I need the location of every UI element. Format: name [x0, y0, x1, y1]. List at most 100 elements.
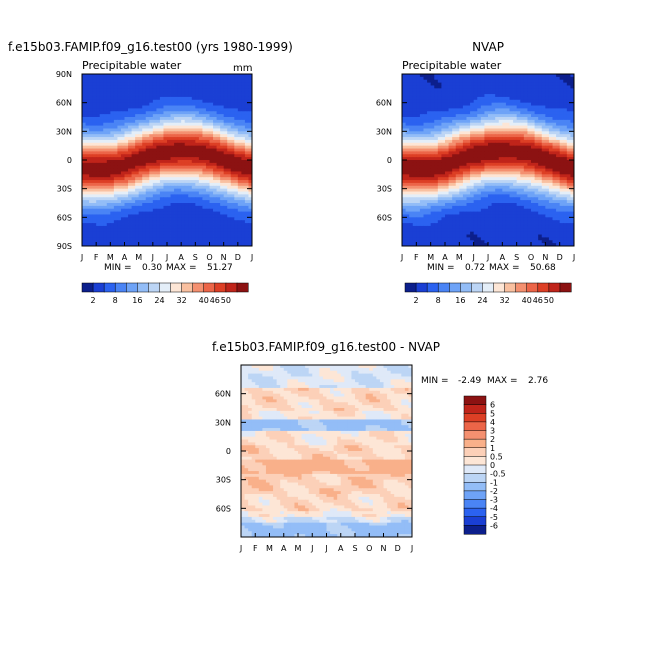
field-cell [441, 103, 445, 106]
field-cell [167, 174, 171, 177]
field-cell [110, 197, 114, 200]
field-cell [445, 151, 449, 154]
field-cell [139, 88, 143, 91]
field-cell [121, 226, 125, 229]
field-cell [531, 183, 535, 186]
field-cell [549, 94, 553, 97]
field-cell [513, 128, 517, 131]
field-cell [467, 137, 471, 140]
field-cell [156, 80, 160, 83]
field-cell [560, 91, 564, 94]
field-cell [538, 100, 542, 103]
field-cell [484, 108, 488, 111]
field-cell [431, 117, 435, 120]
field-cell [217, 212, 221, 215]
field-cell [100, 108, 104, 111]
field-cell [217, 123, 221, 126]
field-cell [93, 232, 97, 235]
field-cell [210, 117, 214, 120]
field-cell [459, 186, 463, 189]
field-cell [121, 235, 125, 238]
field-cell [128, 114, 132, 117]
field-cell [467, 117, 471, 120]
field-cell [495, 131, 499, 134]
field-cell [517, 140, 521, 143]
field-cell [520, 126, 524, 129]
field-cell [93, 146, 97, 149]
field-cell [224, 217, 228, 220]
field-cell [224, 108, 228, 111]
field-cell [171, 137, 175, 140]
field-cell [556, 160, 560, 163]
field-cell [153, 217, 157, 220]
field-cell [409, 83, 413, 86]
field-cell [93, 203, 97, 206]
field-cell [185, 149, 189, 152]
field-cell [163, 85, 167, 88]
field-cell [174, 209, 178, 212]
field-cell [549, 117, 553, 120]
field-cell [517, 151, 521, 154]
field-cell [135, 151, 139, 154]
field-cell [167, 126, 171, 129]
field-cell [510, 186, 514, 189]
field-cell [210, 97, 214, 100]
field-cell [416, 100, 420, 103]
field-cell [420, 171, 424, 174]
field-cell [110, 114, 114, 117]
field-cell [217, 174, 221, 177]
field-cell [135, 154, 139, 157]
field-cell [556, 143, 560, 146]
field-cell [114, 212, 118, 215]
field-cell [160, 80, 164, 83]
field-cell [245, 166, 249, 169]
field-cell [206, 171, 210, 174]
field-cell [527, 174, 531, 177]
field-cell [434, 151, 438, 154]
field-cell [188, 203, 192, 206]
field-cell [531, 163, 535, 166]
field-cell [438, 128, 442, 131]
field-cell [93, 163, 97, 166]
field-cell [502, 137, 506, 140]
field-cell [188, 214, 192, 217]
field-cell [463, 151, 467, 154]
field-cell [100, 183, 104, 186]
field-cell [520, 189, 524, 192]
field-cell [163, 157, 167, 160]
field-cell [234, 209, 238, 212]
field-cell [220, 97, 224, 100]
field-cell [234, 146, 238, 149]
field-cell [206, 177, 210, 180]
field-cell [135, 180, 139, 183]
field-cell [153, 103, 157, 106]
field-cell [231, 128, 235, 131]
field-cell [538, 189, 542, 192]
field-cell [510, 111, 514, 114]
field-cell [434, 163, 438, 166]
field-cell [156, 235, 160, 238]
field-cell [160, 169, 164, 172]
field-cell [441, 97, 445, 100]
field-cell [188, 137, 192, 140]
field-cell [456, 194, 460, 197]
field-cell [406, 117, 410, 120]
field-cell [420, 77, 424, 80]
field-cell [89, 137, 93, 140]
field-cell [413, 77, 417, 80]
field-cell [438, 106, 442, 109]
field-cell [107, 209, 111, 212]
field-cell [492, 151, 496, 154]
field-cell [188, 126, 192, 129]
field-cell [213, 174, 217, 177]
field-cell [142, 212, 146, 215]
field-cell [553, 126, 557, 129]
field-cell [531, 174, 535, 177]
field-cell [524, 169, 528, 172]
field-cell [163, 206, 167, 209]
field-cell [135, 177, 139, 180]
field-cell [467, 97, 471, 100]
field-cell [456, 126, 460, 129]
field-cell [538, 157, 542, 160]
field-cell [535, 126, 539, 129]
